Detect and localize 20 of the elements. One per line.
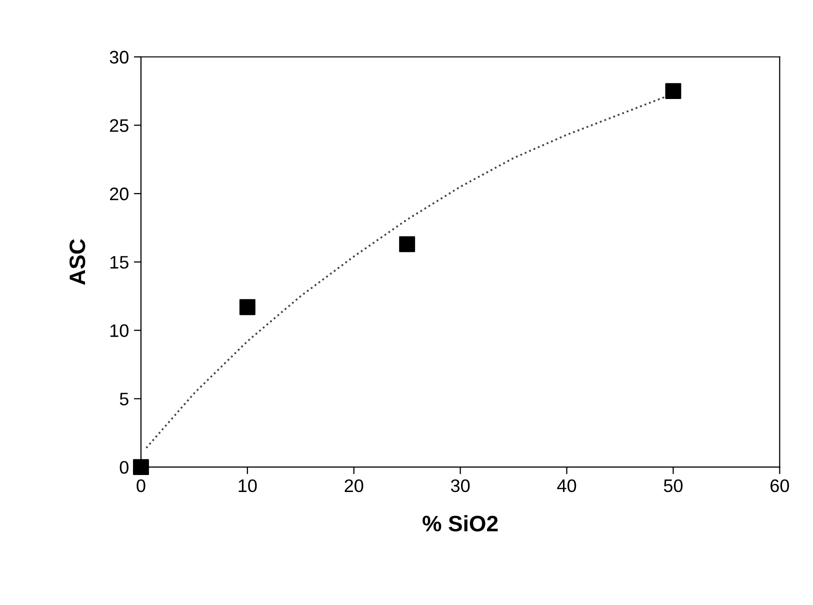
y-tick-label: 25 — [110, 119, 128, 132]
x-axis-title: % SiO2 — [422, 515, 498, 532]
y-tick-label: 30 — [110, 50, 128, 64]
point — [665, 83, 682, 100]
x-tick-label: 0 — [136, 479, 146, 492]
point — [132, 459, 149, 476]
x-tick-label: 20 — [344, 479, 364, 492]
y-tick-label: 15 — [110, 256, 128, 269]
y-tick-label: 10 — [110, 324, 128, 338]
x-tick-label: 40 — [557, 479, 576, 492]
y-tick-label: 5 — [120, 392, 128, 406]
y-axis-title: ASC — [70, 239, 86, 285]
point — [239, 299, 256, 316]
y-tick-label: 0 — [120, 460, 128, 474]
x-tick-label: 10 — [238, 479, 257, 492]
y-tick-label: 20 — [110, 188, 128, 200]
point — [399, 236, 416, 252]
x-tick-label: 60 — [770, 479, 790, 492]
x-tick-label: 50 — [664, 479, 683, 492]
x-tick-label: 30 — [450, 479, 470, 492]
